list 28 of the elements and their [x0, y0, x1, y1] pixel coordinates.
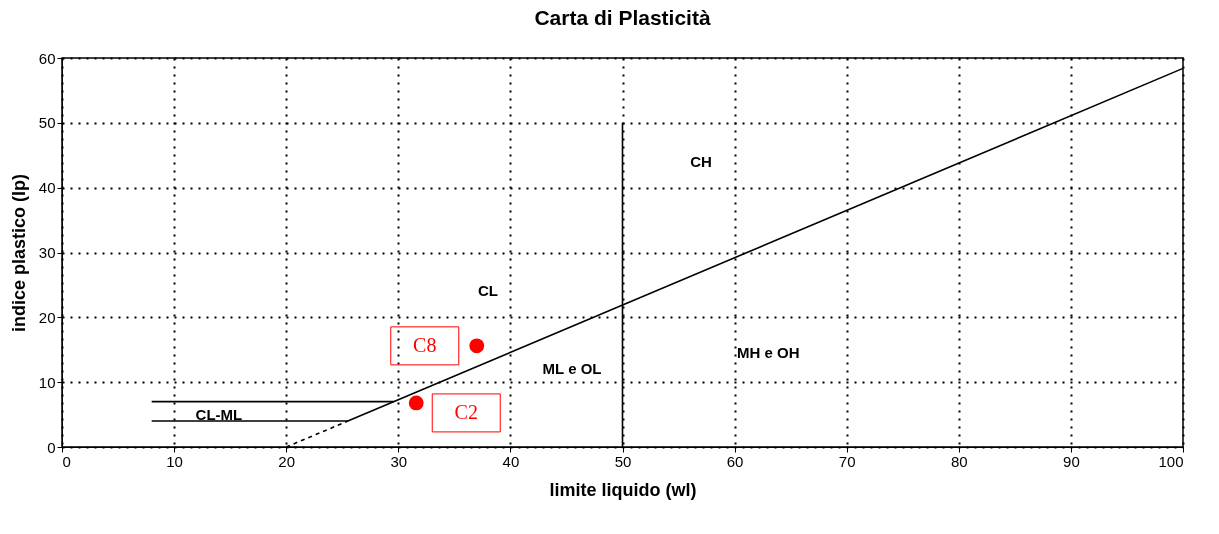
x-tick-label: 60 — [726, 452, 744, 470]
y-tick-label: 20 — [38, 308, 56, 326]
annotation: MH e OH — [736, 343, 800, 361]
x-tick-label: 90 — [1063, 452, 1080, 470]
annotation: CL — [477, 282, 498, 300]
x-tick-label: 50 — [614, 452, 632, 470]
x-axis-title: limite liquido (wl) — [549, 479, 697, 500]
y-tick-label: 30 — [38, 244, 56, 261]
data-label: C8 — [413, 333, 437, 356]
annotation: ML e OL — [542, 360, 602, 378]
data-label: C2 — [454, 400, 478, 423]
x-tick-label: 30 — [390, 452, 408, 470]
y-tick-label: 0 — [47, 438, 56, 456]
y-tick-label: 10 — [38, 373, 56, 391]
y-tick-label: 50 — [38, 114, 56, 132]
x-tick-label: 10 — [166, 452, 183, 470]
x-tick-label: 20 — [278, 452, 296, 470]
annotation: CL-ML — [195, 406, 243, 424]
x-tick-label: 40 — [502, 452, 520, 470]
x-tick-label: 0 — [62, 452, 71, 470]
x-tick-label: 80 — [950, 452, 968, 470]
x-tick-label: 100 — [1158, 452, 1184, 470]
y-tick-label: 60 — [38, 49, 56, 67]
y-axis-title: indice plastico (Ip) — [8, 173, 29, 333]
x-tick-label: 70 — [838, 452, 856, 470]
y-tick-label: 40 — [38, 179, 56, 197]
annotation: CH — [690, 152, 712, 170]
chart-title: Carta di Plasticità — [534, 6, 711, 29]
